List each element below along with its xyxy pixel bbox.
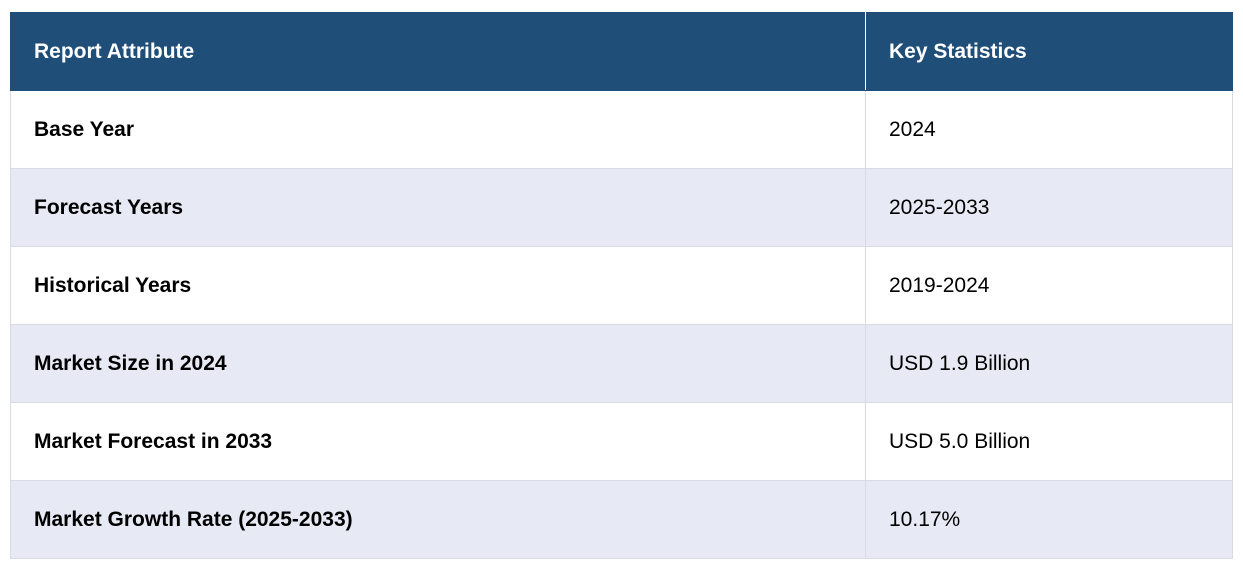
row-attribute: Forecast Years <box>10 168 866 247</box>
row-value: 10.17% <box>865 480 1233 559</box>
row-attribute: Market Growth Rate (2025-2033) <box>10 480 866 559</box>
row-attribute: Historical Years <box>10 246 866 325</box>
table-row: Historical Years 2019-2024 <box>10 246 1233 325</box>
table-header: Report Attribute Key Statistics <box>10 12 1233 91</box>
report-statistics-table: Report Attribute Key Statistics Base Yea… <box>10 12 1233 559</box>
table-row: Market Forecast in 2033 USD 5.0 Billion <box>10 402 1233 481</box>
table-row: Market Growth Rate (2025-2033) 10.17% <box>10 480 1233 559</box>
row-attribute: Market Size in 2024 <box>10 324 866 403</box>
table-row: Forecast Years 2025-2033 <box>10 168 1233 247</box>
row-attribute: Base Year <box>10 90 866 169</box>
column-header-key-statistics: Key Statistics <box>865 12 1233 91</box>
row-value: USD 5.0 Billion <box>865 402 1233 481</box>
row-value: 2024 <box>865 90 1233 169</box>
header-row: Report Attribute Key Statistics <box>10 12 1233 91</box>
row-attribute: Market Forecast in 2033 <box>10 402 866 481</box>
column-header-report-attribute: Report Attribute <box>10 12 866 91</box>
table-body: Base Year 2024 Forecast Years 2025-2033 … <box>10 90 1233 559</box>
table-row: Base Year 2024 <box>10 90 1233 169</box>
table-row: Market Size in 2024 USD 1.9 Billion <box>10 324 1233 403</box>
row-value: 2025-2033 <box>865 168 1233 247</box>
row-value: 2019-2024 <box>865 246 1233 325</box>
row-value: USD 1.9 Billion <box>865 324 1233 403</box>
